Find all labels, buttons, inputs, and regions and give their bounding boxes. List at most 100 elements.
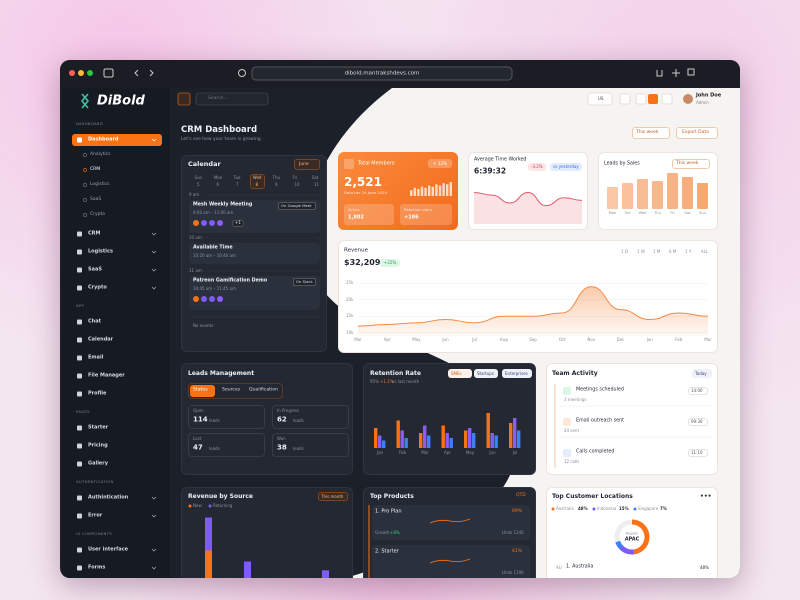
legend-dot — [592, 507, 596, 511]
bar — [420, 186, 424, 196]
shield — [238, 69, 246, 77]
name: Fri — [292, 175, 298, 180]
x-tick-label: Oct — [558, 337, 566, 342]
tab-active[interactable] — [190, 385, 215, 397]
nav-item: Pricing — [88, 442, 108, 449]
nav-icon — [77, 565, 82, 571]
title: Total Members — [358, 160, 395, 167]
x-tick-label: Sep — [529, 337, 537, 342]
donut-slice — [619, 545, 635, 555]
bar — [419, 433, 423, 448]
nav-item: SaaS — [88, 266, 102, 273]
menu-button[interactable] — [177, 92, 191, 106]
nav-item: Chat — [88, 318, 101, 325]
value-label: 48% — [578, 506, 588, 511]
icon-button[interactable] — [619, 93, 631, 105]
nav-item: User interface — [88, 546, 129, 553]
maximize[interactable] — [87, 70, 93, 76]
title: Mesh Weekly Meeting — [193, 202, 253, 208]
sub-dot — [83, 153, 87, 157]
name: Sun — [194, 175, 203, 180]
export-button[interactable] — [676, 127, 718, 139]
bar — [438, 185, 442, 196]
change-badge — [528, 163, 546, 171]
bar-segment — [322, 570, 329, 578]
reactive-label: Reactive users — [404, 207, 432, 213]
nav-arrows[interactable] — [134, 69, 154, 77]
compare: vs yesterday — [553, 164, 579, 169]
units: Units 1190 — [502, 570, 524, 575]
nav-sub-item: SaaS — [90, 196, 102, 202]
logo: DiBold — [97, 93, 145, 109]
bar — [468, 428, 472, 448]
members-card — [338, 152, 458, 230]
chevron — [151, 268, 157, 272]
center-label: Region — [626, 531, 638, 536]
time-badge — [688, 387, 708, 395]
title: Retention Rate — [370, 370, 421, 377]
avatar[interactable] — [683, 94, 693, 104]
nav-item: Email — [88, 354, 104, 361]
time: 9:00 am – 11:00 am — [193, 210, 234, 215]
legend-dot — [633, 507, 637, 511]
retention-card — [363, 363, 536, 475]
close[interactable] — [69, 70, 75, 76]
period: QTD — [516, 492, 526, 498]
date: 11 — [314, 182, 320, 187]
minimize[interactable] — [78, 70, 84, 76]
filter-tab[interactable] — [448, 369, 472, 378]
value: 38 — [277, 443, 287, 452]
x-tick-label: Mar — [354, 337, 362, 342]
notification-button[interactable] — [661, 93, 673, 105]
donut-slice — [615, 540, 623, 549]
icon-button[interactable] — [635, 93, 647, 105]
search: Search... — [208, 95, 228, 101]
nav-sub-item: Logistics — [90, 181, 110, 187]
bar — [445, 433, 449, 448]
attendee — [209, 296, 215, 302]
unit: leads — [209, 445, 220, 451]
bar — [486, 413, 490, 448]
sidebar-toggle[interactable] — [103, 68, 114, 78]
period-option: 1 W — [637, 249, 645, 254]
search-box[interactable] — [195, 92, 269, 106]
nav-icon — [77, 461, 82, 467]
change: +22% — [384, 260, 397, 265]
bar — [472, 433, 476, 448]
share: 69% — [512, 508, 523, 514]
period-button[interactable] — [632, 127, 670, 139]
browser-actions[interactable] — [656, 68, 695, 77]
x-tick-label: Dec — [616, 337, 625, 342]
title: Calendar — [188, 159, 221, 168]
nav-icon — [77, 319, 82, 325]
legend-dot — [208, 504, 212, 508]
lang-select[interactable] — [587, 92, 613, 106]
heading: DASHBOARD — [76, 121, 104, 127]
hours: 10 am — [189, 235, 202, 240]
time-badge — [688, 418, 708, 426]
heading: APP — [76, 303, 85, 309]
month-select[interactable] — [294, 159, 320, 170]
tag: On Google Meet — [281, 203, 312, 209]
filter-tab[interactable] — [502, 369, 532, 378]
nav-item: CRM — [88, 230, 101, 237]
title: Patreon Gamification Demo — [193, 278, 268, 284]
legend-entry: New — [193, 503, 202, 508]
share: 41% — [512, 548, 523, 554]
extra-badge — [232, 219, 244, 227]
nav-sub-item: Crypto — [90, 211, 106, 217]
x-tick-label: Mar — [421, 450, 429, 455]
bar — [449, 438, 453, 448]
name: Tue — [233, 175, 241, 180]
bar — [464, 430, 468, 448]
filter-tab[interactable] — [474, 369, 498, 378]
nav-item-active[interactable] — [72, 134, 162, 146]
tab: Sources — [222, 387, 241, 393]
bar — [374, 428, 378, 448]
address-bar[interactable] — [251, 66, 513, 81]
subtitle: Let's see how your team is growing — [181, 136, 261, 142]
name: Thu — [272, 175, 281, 180]
plot — [205, 517, 329, 578]
settings-button[interactable] — [648, 94, 658, 104]
time: 14:00 — [691, 388, 703, 393]
